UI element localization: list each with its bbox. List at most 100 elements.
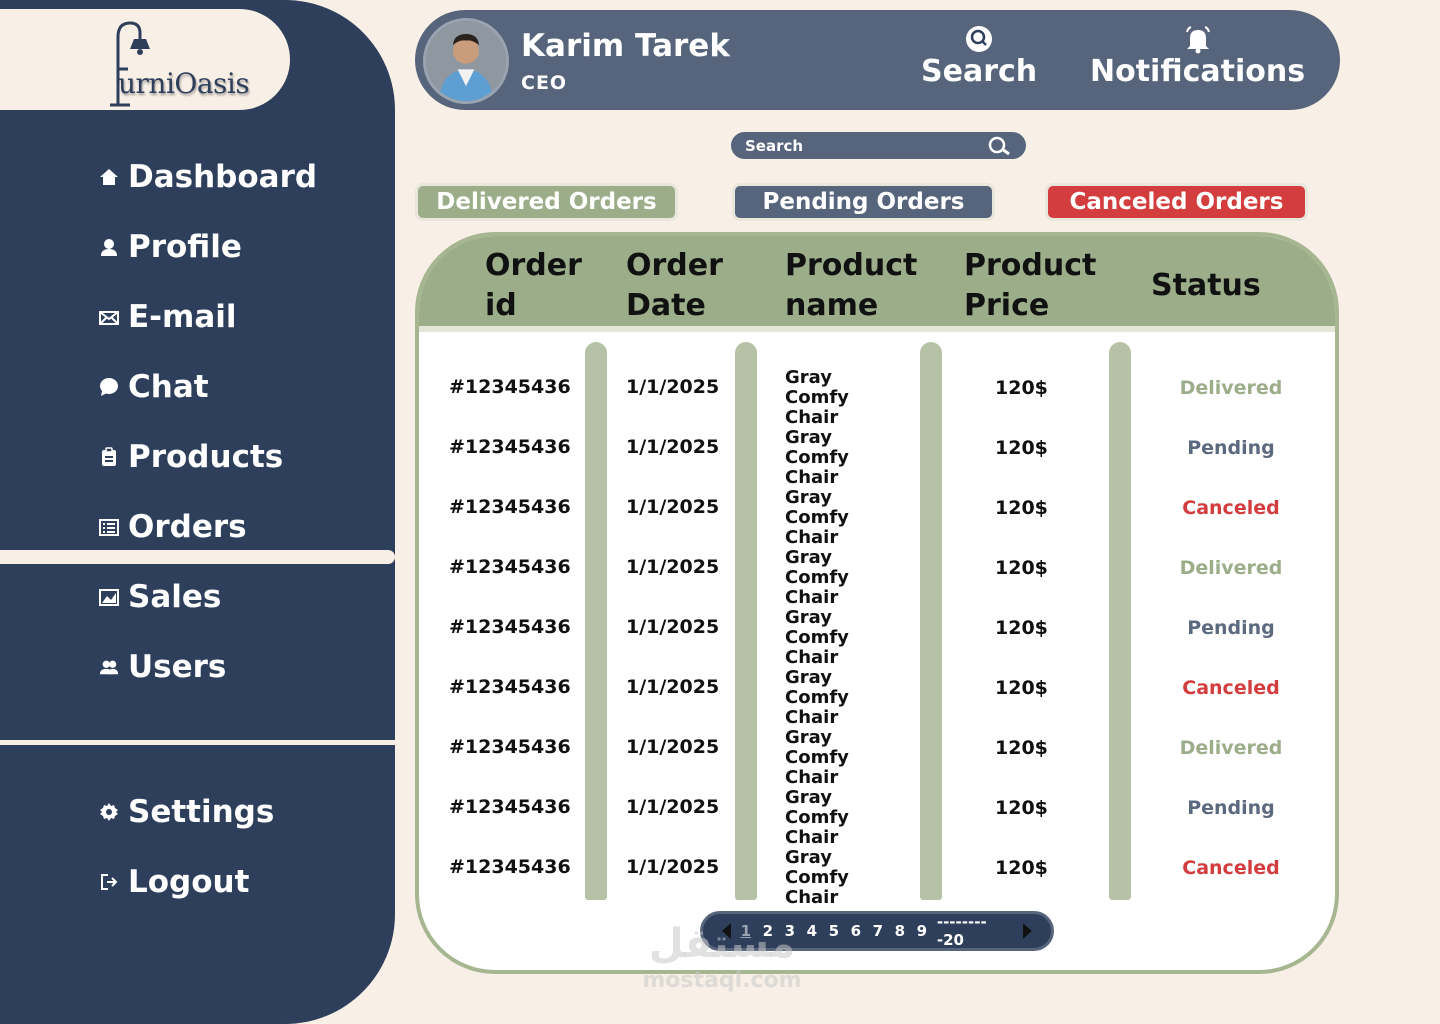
header-product-price[interactable]: Product Price xyxy=(964,248,1097,323)
order-id-cell: #12345436 xyxy=(449,616,571,638)
product-name-cell: Gray Comfy Chair xyxy=(785,608,849,668)
search-input[interactable]: Search xyxy=(731,132,1026,159)
order-id-cell: #12345436 xyxy=(449,676,571,698)
page-number[interactable]: 1 xyxy=(740,922,752,940)
product-name-line: Gray Comfy xyxy=(785,727,849,768)
logo-text: urniOasis xyxy=(118,67,250,100)
sidebar-item-label: Settings xyxy=(128,794,275,830)
magnifier-icon[interactable] xyxy=(986,136,1012,156)
product-name-cell: Gray Comfy Chair xyxy=(785,368,849,428)
prev-page-icon[interactable] xyxy=(719,921,735,941)
last-page[interactable]: ---------20 xyxy=(936,913,987,949)
header-status[interactable]: Status xyxy=(1151,268,1261,303)
page-number[interactable]: 6 xyxy=(850,922,862,940)
status-badge: Delivered xyxy=(1179,737,1283,759)
order-date-cell: 1/1/2025 xyxy=(626,496,720,518)
sidebar-item-email[interactable]: E-mail xyxy=(98,295,237,339)
status-badge: Pending xyxy=(1187,797,1275,819)
clipboard-icon xyxy=(98,446,120,468)
list-icon xyxy=(98,516,120,538)
page-number[interactable]: 3 xyxy=(784,922,796,940)
product-price-cell: 120$ xyxy=(995,377,1048,399)
product-name-line: Chair xyxy=(785,587,839,608)
pending-orders-button[interactable]: Pending Orders xyxy=(732,183,995,221)
notifications-label: Notifications xyxy=(1090,54,1306,89)
product-name-cell: Gray Comfy Chair xyxy=(785,548,849,608)
user-role: CEO xyxy=(521,72,568,94)
page-number[interactable]: 9 xyxy=(916,922,928,940)
status-badge: Canceled xyxy=(1182,677,1280,699)
logo[interactable]: urniOasis xyxy=(0,9,290,110)
product-name-line: Gray Comfy xyxy=(785,547,849,588)
sidebar-item-users[interactable]: Users xyxy=(98,645,226,689)
product-name-line: Gray Comfy xyxy=(785,847,849,888)
user-name: Karim Tarek xyxy=(521,28,730,64)
page-number[interactable]: 5 xyxy=(828,922,840,940)
sidebar-item-sales[interactable]: Sales xyxy=(98,575,221,619)
bell-icon xyxy=(1185,26,1210,54)
header-search-button[interactable]: Search xyxy=(921,24,1037,89)
order-date-cell: 1/1/2025 xyxy=(626,856,720,878)
status-badge: Pending xyxy=(1187,437,1275,459)
sidebar-item-settings[interactable]: Settings xyxy=(98,790,274,834)
status-badge: Canceled xyxy=(1182,497,1280,519)
column-separator xyxy=(1109,342,1131,900)
avatar[interactable] xyxy=(423,18,509,104)
product-price-cell: 120$ xyxy=(995,677,1048,699)
table-header: Order id Order Date Product name Product… xyxy=(419,236,1335,332)
order-date-cell: 1/1/2025 xyxy=(626,376,720,398)
product-name-line: Chair xyxy=(785,647,839,668)
canceled-orders-button[interactable]: Canceled Orders xyxy=(1045,183,1308,221)
page-number[interactable]: 8 xyxy=(894,922,906,940)
delivered-orders-button[interactable]: Delivered Orders xyxy=(415,183,678,221)
product-price-cell: 120$ xyxy=(995,617,1048,639)
sidebar-item-logout[interactable]: Logout xyxy=(98,860,249,904)
sidebar-item-orders[interactable]: Orders xyxy=(98,505,247,549)
product-name-line: Chair xyxy=(785,767,839,788)
sidebar-item-label: Products xyxy=(128,439,284,475)
sidebar-item-label: Orders xyxy=(128,509,247,545)
sidebar-item-products[interactable]: Products xyxy=(98,435,283,479)
watermark: مستقل mostaql.com xyxy=(632,920,812,993)
product-price-cell: 120$ xyxy=(995,737,1048,759)
orders-table: Order id Order Date Product name Product… xyxy=(415,232,1339,974)
next-page-icon[interactable] xyxy=(1019,921,1035,941)
top-header: Karim Tarek CEO Search Notifications xyxy=(415,10,1340,110)
order-id-cell: #12345436 xyxy=(449,736,571,758)
header-order-id[interactable]: Order id xyxy=(485,248,582,323)
header-search-label: Search xyxy=(921,54,1038,89)
order-date-cell: 1/1/2025 xyxy=(626,676,720,698)
sidebar-item-dashboard[interactable]: Dashboard xyxy=(98,155,317,199)
order-date-cell: 1/1/2025 xyxy=(626,796,720,818)
active-indicator xyxy=(0,550,395,564)
product-price-cell: 120$ xyxy=(995,497,1048,519)
product-name-line: Gray Comfy xyxy=(785,787,849,828)
sidebar-item-label: Profile xyxy=(128,229,242,265)
product-name-cell: Gray Comfy Chair xyxy=(785,728,849,788)
search-placeholder: Search xyxy=(745,136,804,155)
product-name-cell: Gray Comfy Chair xyxy=(785,788,849,848)
product-price-cell: 120$ xyxy=(995,437,1048,459)
page-number[interactable]: 4 xyxy=(806,922,818,940)
product-name-line: Chair xyxy=(785,527,839,548)
sidebar-item-chat[interactable]: Chat xyxy=(98,365,209,409)
sidebar-item-label: Logout xyxy=(128,864,250,900)
order-id-cell: #12345436 xyxy=(449,376,571,398)
sidebar-item-profile[interactable]: Profile xyxy=(98,225,242,269)
order-date-cell: 1/1/2025 xyxy=(626,556,720,578)
logout-icon xyxy=(98,871,120,893)
product-name-line: Chair xyxy=(785,827,839,848)
sidebar-item-label: Users xyxy=(128,649,227,685)
header-product-name[interactable]: Product name xyxy=(785,248,918,323)
page-number[interactable]: 2 xyxy=(762,922,774,940)
notifications-button[interactable]: Notifications xyxy=(1090,24,1305,89)
column-separator xyxy=(920,342,942,900)
chat-icon xyxy=(98,376,120,398)
product-name-cell: Gray Comfy Chair xyxy=(785,488,849,548)
page-number[interactable]: 7 xyxy=(872,922,884,940)
header-order-date[interactable]: Order Date xyxy=(626,248,723,323)
product-name-cell: Gray Comfy Chair xyxy=(785,668,849,728)
product-name-cell: Gray Comfy Chair xyxy=(785,428,849,488)
column-separator xyxy=(735,342,757,900)
